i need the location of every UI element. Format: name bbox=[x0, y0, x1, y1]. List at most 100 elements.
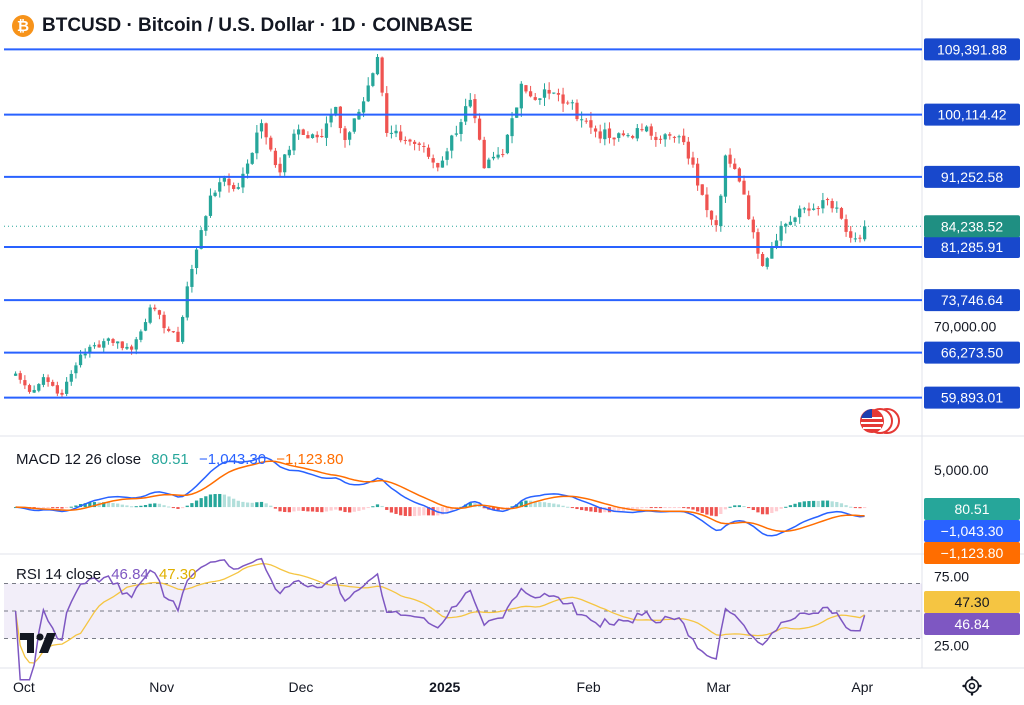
candle-body bbox=[329, 114, 333, 123]
macd-legend[interactable]: MACD 12 26 close 80.51 −1,043.30 −1,123.… bbox=[16, 451, 349, 468]
macd-histogram-bar bbox=[635, 507, 639, 509]
macd-histogram-bar bbox=[389, 507, 394, 513]
candle-body bbox=[849, 231, 853, 238]
candle-body bbox=[120, 341, 124, 349]
candle-body bbox=[742, 180, 746, 195]
macd-histogram-bar bbox=[338, 507, 342, 511]
macd-histogram-bar bbox=[125, 505, 129, 508]
candle-body bbox=[273, 150, 278, 166]
macd-histogram-bar bbox=[552, 503, 556, 508]
macd-histogram-bar bbox=[491, 507, 496, 511]
candle-body bbox=[816, 208, 820, 210]
macd-histogram-bar bbox=[807, 501, 811, 508]
macd-histogram-bar bbox=[858, 507, 862, 509]
level-price-badge bbox=[924, 165, 1020, 188]
candle-body bbox=[18, 373, 22, 380]
candle-body bbox=[204, 216, 208, 231]
macd-histogram-bar bbox=[747, 507, 751, 509]
candle-body bbox=[542, 89, 547, 98]
macd-histogram-bar bbox=[357, 507, 361, 511]
rsi-value-badge bbox=[924, 613, 1020, 635]
macd-histogram-bar bbox=[171, 507, 175, 509]
macd-histogram-bar bbox=[649, 507, 653, 509]
candle-body bbox=[589, 120, 593, 128]
macd-histogram-bar bbox=[176, 507, 180, 509]
candle-body bbox=[807, 208, 811, 211]
level-price-label: 66,273.50 bbox=[941, 345, 1003, 361]
candle-body bbox=[635, 128, 639, 139]
candle-body bbox=[436, 163, 440, 168]
macd-histogram-bar bbox=[185, 505, 189, 508]
macd-histogram-bar bbox=[157, 503, 162, 508]
gear-icon[interactable] bbox=[962, 676, 982, 701]
macd-histogram-bar bbox=[830, 501, 834, 508]
macd-histogram-bar bbox=[139, 505, 143, 508]
macd-histogram-bar bbox=[695, 507, 700, 512]
candle-body bbox=[431, 158, 435, 163]
macd-histogram-bar bbox=[218, 493, 222, 508]
macd-histogram-bar bbox=[835, 501, 839, 508]
candle-body bbox=[125, 346, 129, 349]
macd-histogram-bar bbox=[403, 507, 407, 516]
macd-histogram-bar bbox=[728, 506, 732, 508]
macd-histogram-bar bbox=[751, 507, 755, 511]
symbol-title[interactable]: BTCUSD · Bitcoin / U.S. Dollar · 1D · CO… bbox=[42, 15, 473, 36]
candle-body bbox=[408, 139, 412, 142]
candle-body bbox=[450, 135, 454, 151]
candle-body bbox=[533, 97, 537, 100]
candle-body bbox=[663, 134, 667, 140]
candle-body bbox=[737, 168, 741, 182]
price-tick-label: 70,000.00 bbox=[934, 318, 996, 334]
candle-body bbox=[41, 377, 46, 385]
candle-body bbox=[793, 217, 797, 222]
macd-histogram-bar bbox=[162, 505, 166, 508]
macd-value-label: −1,043.30 bbox=[941, 523, 1004, 539]
candle-body bbox=[552, 92, 556, 94]
macd-histogram-bar bbox=[533, 501, 537, 508]
rsi-ma-value: 47.30 bbox=[158, 566, 197, 583]
macd-histogram-bar bbox=[296, 507, 301, 511]
macd-histogram-bar bbox=[538, 502, 542, 508]
candle-body bbox=[301, 129, 305, 135]
candle-body bbox=[459, 122, 463, 134]
candle-body bbox=[649, 126, 653, 136]
macd-value-badge bbox=[924, 520, 1020, 542]
candle-body bbox=[487, 159, 491, 169]
candle-body bbox=[134, 339, 138, 350]
candle-body bbox=[798, 208, 802, 218]
macd-signal-value: −1,123.80 bbox=[276, 451, 344, 468]
rsi-line bbox=[14, 557, 866, 681]
macd-histogram-bar bbox=[83, 503, 87, 508]
macd-histogram-bar bbox=[204, 496, 208, 508]
macd-histogram-bar bbox=[92, 502, 97, 508]
macd-histogram-bar bbox=[566, 506, 570, 508]
macd-histogram-bar bbox=[505, 507, 510, 509]
macd-histogram-bar bbox=[320, 507, 324, 513]
candle-body bbox=[477, 118, 482, 140]
macd-histogram-bar bbox=[844, 505, 848, 508]
candle-body bbox=[482, 139, 486, 169]
macd-histogram-bar bbox=[863, 507, 867, 509]
macd-histogram-bar bbox=[663, 507, 667, 509]
macd-label: MACD 12 26 close bbox=[16, 451, 142, 468]
level-price-badge bbox=[924, 289, 1020, 312]
candle-body bbox=[264, 123, 268, 138]
candle-body bbox=[607, 128, 612, 138]
candle-body bbox=[139, 331, 143, 340]
candle-body bbox=[338, 106, 342, 129]
macd-histogram-bar bbox=[431, 507, 435, 516]
rsi-legend[interactable]: RSI 14 close 46.84 47.30 bbox=[16, 566, 202, 583]
macd-histogram-bar bbox=[190, 503, 194, 508]
candle-body bbox=[78, 354, 83, 366]
us-flag-icon[interactable] bbox=[859, 408, 901, 434]
level-price-label: 59,893.01 bbox=[941, 390, 1003, 406]
candle-body bbox=[709, 210, 714, 220]
macd-histogram-bar bbox=[199, 498, 203, 508]
macd-histogram-bar bbox=[292, 507, 296, 512]
macd-histogram-bar bbox=[784, 506, 788, 508]
macd-histogram-bar bbox=[134, 506, 138, 508]
rsi-tick-label: 75.00 bbox=[934, 569, 969, 585]
candle-body bbox=[668, 134, 672, 136]
macd-histogram-bar bbox=[408, 507, 412, 517]
